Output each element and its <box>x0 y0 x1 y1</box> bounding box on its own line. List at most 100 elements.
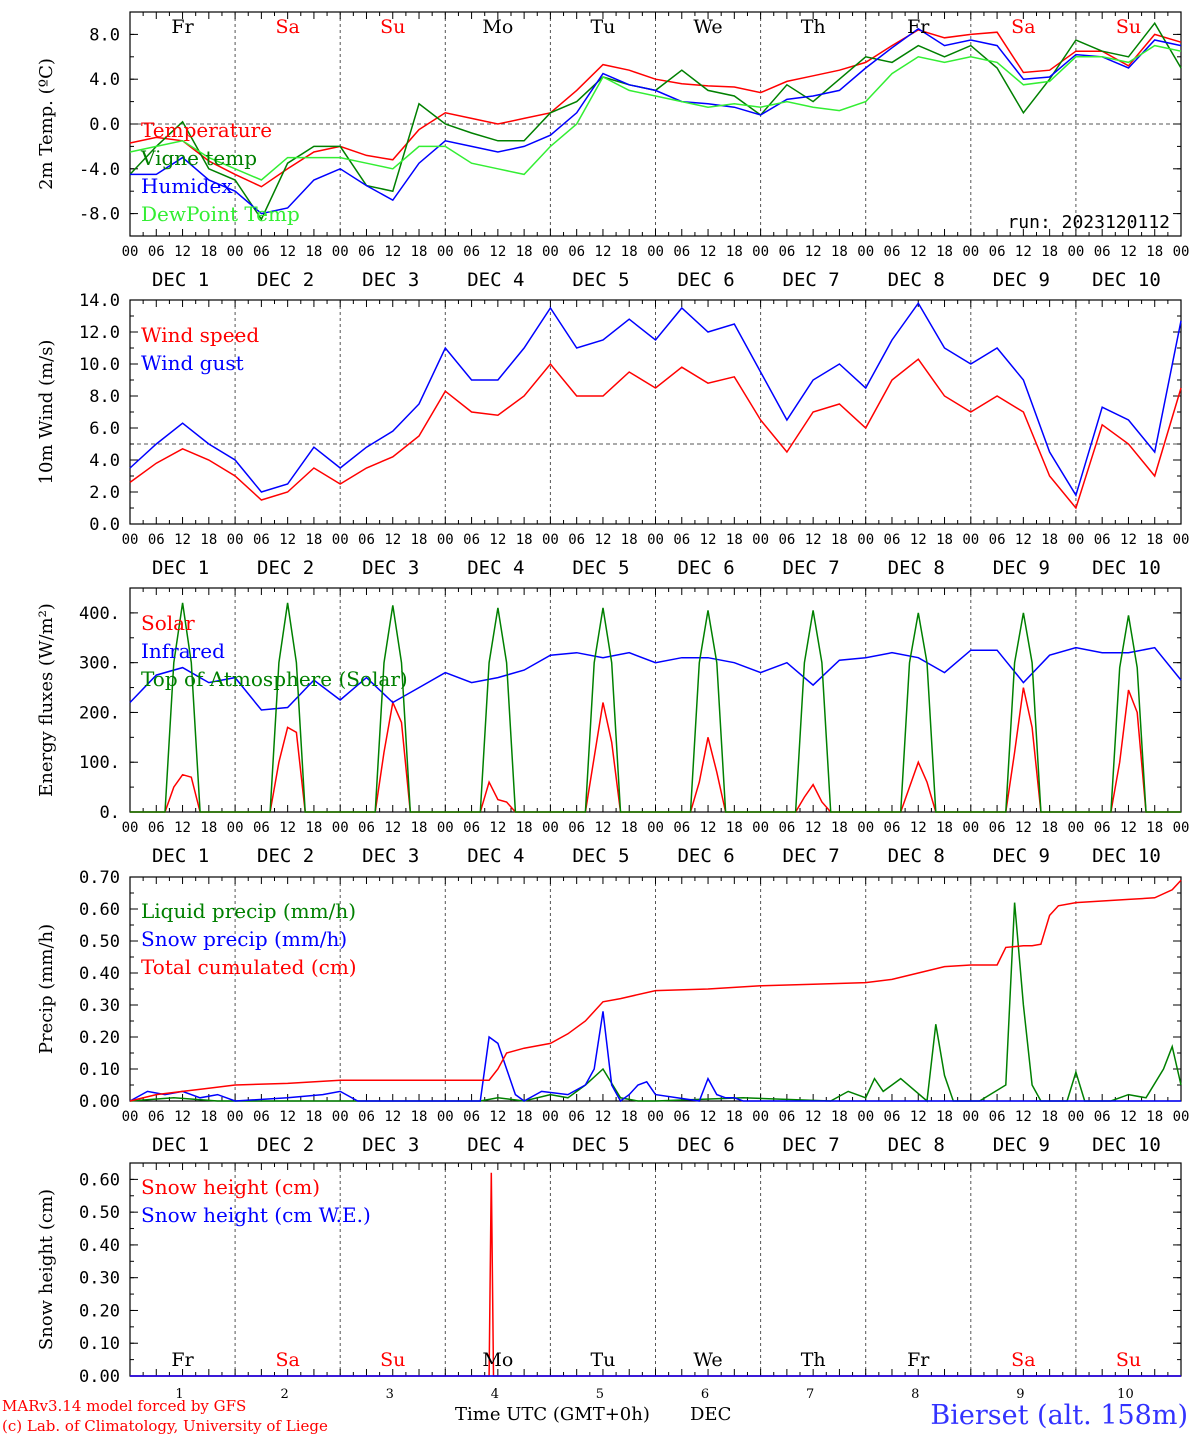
weekday-label: Su <box>1116 16 1141 38</box>
hour-tick-label: 06 <box>884 244 901 260</box>
hour-tick-label: 00 <box>647 1109 664 1125</box>
hour-tick-label: 06 <box>253 1109 270 1125</box>
hour-tick-label: 06 <box>673 244 690 260</box>
hour-tick-label: 06 <box>1094 1109 1111 1125</box>
weekday-label: Su <box>380 1349 405 1371</box>
y-tick-label: 8.0 <box>89 25 120 45</box>
date-label: DEC 5 <box>572 557 629 579</box>
date-label: DEC 3 <box>362 557 419 579</box>
day-number-label: 2 <box>281 1387 289 1402</box>
hour-tick-label: 18 <box>726 244 743 260</box>
y-tick-label: 6.0 <box>89 419 120 439</box>
model-credit: MARv3.14 model forced by GFS <box>2 1397 247 1415</box>
date-label: DEC 9 <box>993 1134 1050 1156</box>
hour-tick-label: 00 <box>857 244 874 260</box>
series-line-wind-gust <box>129 301 1182 498</box>
weekday-label: Th <box>801 1349 826 1371</box>
legend-entry: Wind gust <box>141 351 244 375</box>
hour-tick-label: 00 <box>437 820 454 836</box>
hour-tick-label: 06 <box>884 820 901 836</box>
y-tick-label: 0.20 <box>79 1028 120 1048</box>
hour-tick-label: 18 <box>305 244 322 260</box>
day-number-label: 10 <box>1117 1387 1134 1402</box>
legend-entry: Humidex <box>141 174 233 198</box>
hour-tick-label: 06 <box>463 820 480 836</box>
hour-tick-label: 06 <box>148 1109 165 1125</box>
hour-tick-label: 00 <box>647 820 664 836</box>
hour-tick-label: 18 <box>936 244 953 260</box>
legend-entry: DewPoint Temp <box>141 202 300 226</box>
legend-entry: Snow height (cm W.E.) <box>141 1203 371 1227</box>
hour-tick-label: 12 <box>910 532 927 548</box>
y-tick-label: 0. <box>100 803 120 823</box>
hour-tick-label: 12 <box>595 244 612 260</box>
hour-tick-label: 12 <box>384 820 401 836</box>
legend-entry: Vigne temp <box>140 146 257 170</box>
hour-tick-label: 00 <box>122 1109 139 1125</box>
station-label: Bierset (alt. 158m) <box>930 1400 1188 1431</box>
date-label: DEC 2 <box>257 1134 314 1156</box>
legend-entry: Infrared <box>141 639 225 663</box>
hour-tick-label: 06 <box>1094 820 1111 836</box>
date-label: DEC 10 <box>1092 845 1161 867</box>
y-tick-label: 0.40 <box>79 1236 120 1256</box>
series-line-snow-precip-mm-h- <box>129 1011 1181 1103</box>
hour-tick-label: 00 <box>647 532 664 548</box>
hour-tick-label: 06 <box>253 532 270 548</box>
y-tick-label: 0.50 <box>79 1203 120 1223</box>
hour-tick-label: 18 <box>305 532 322 548</box>
hour-tick-label: 00 <box>857 1109 874 1125</box>
day-number-label: 8 <box>911 1387 919 1402</box>
date-label: DEC 1 <box>152 845 209 867</box>
hour-tick-label: 18 <box>1041 532 1058 548</box>
hour-tick-label: 06 <box>673 532 690 548</box>
y-tick-label: 2.0 <box>89 483 120 503</box>
hour-tick-label: 06 <box>884 1109 901 1125</box>
plot-frame <box>129 587 1182 813</box>
date-label: DEC 5 <box>572 269 629 291</box>
hour-tick-label: 12 <box>700 244 717 260</box>
hour-tick-label: 00 <box>1067 820 1084 836</box>
date-label: DEC 5 <box>572 1134 629 1156</box>
hour-tick-label: 06 <box>989 244 1006 260</box>
y-tick-label: 0.10 <box>79 1334 120 1354</box>
hour-tick-label: 00 <box>227 1109 244 1125</box>
hour-tick-label: 12 <box>910 244 927 260</box>
hour-tick-label: 18 <box>831 1109 848 1125</box>
date-label: DEC 9 <box>993 845 1050 867</box>
hour-tick-label: 18 <box>1146 532 1163 548</box>
y-tick-label: 4.0 <box>89 70 120 90</box>
hour-tick-label: 06 <box>568 820 585 836</box>
y-axis-title: 2m Temp. (ºC) <box>36 58 57 190</box>
hour-tick-label: 12 <box>805 820 822 836</box>
date-label: DEC 1 <box>152 557 209 579</box>
hour-tick-label: 18 <box>831 244 848 260</box>
panel-5: 0.00 0.10 0.20 0.30 0.40 0.50 0.60 Snow height … <box>36 1162 1182 1402</box>
hour-tick-label: 06 <box>253 820 270 836</box>
hour-tick-label: 06 <box>253 244 270 260</box>
hour-tick-label: 12 <box>279 1109 296 1125</box>
hour-tick-label: 18 <box>726 1109 743 1125</box>
day-number-label: 6 <box>701 1387 709 1402</box>
hour-tick-label: 06 <box>989 820 1006 836</box>
date-label: DEC 9 <box>993 557 1050 579</box>
weekday-label: Sa <box>1011 16 1035 38</box>
hour-tick-label: 12 <box>1015 1109 1032 1125</box>
hour-tick-label: 06 <box>463 244 480 260</box>
hour-tick-label: 06 <box>148 244 165 260</box>
hour-tick-label: 18 <box>831 532 848 548</box>
weekday-label: Su <box>380 16 405 38</box>
hour-tick-label: 00 <box>752 244 769 260</box>
hour-tick-label: 18 <box>411 244 428 260</box>
series-line-dewpoint-temp <box>129 44 1182 181</box>
hour-tick-label: 12 <box>174 532 191 548</box>
hour-tick-label: 06 <box>148 820 165 836</box>
hour-tick-label: 12 <box>489 1109 506 1125</box>
legend-entry: Liquid precip (mm/h) <box>141 899 356 923</box>
y-tick-label: -4.0 <box>79 160 120 180</box>
date-label: DEC 9 <box>993 269 1050 291</box>
hour-tick-label: 00 <box>1067 532 1084 548</box>
hour-tick-label: 18 <box>621 1109 638 1125</box>
hour-tick-label: 06 <box>673 1109 690 1125</box>
weekday-label: Mo <box>482 1349 513 1371</box>
